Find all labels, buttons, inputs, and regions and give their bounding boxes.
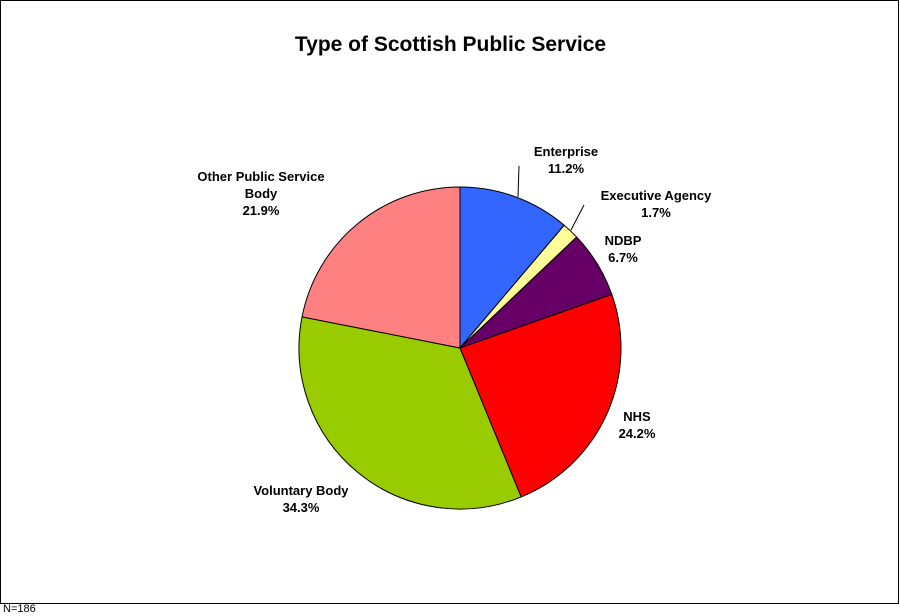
chart-title: Type of Scottish Public Service (294, 33, 607, 56)
pie-slice-voluntary-body (298, 316, 522, 510)
data-label-category: NDBP (605, 233, 642, 248)
data-label-percent: 11.2% (548, 161, 585, 176)
data-label-category: Body (245, 186, 278, 201)
data-label-category: Executive Agency (601, 188, 713, 203)
data-label-percent: 6.7% (608, 250, 638, 265)
data-label-category: Other Public Service (197, 169, 324, 184)
data-label-percent: 24.2% (619, 426, 656, 441)
pie-slice-nhs (459, 293, 622, 498)
data-label-percent: 1.7% (641, 205, 671, 220)
data-label-category: Enterprise (534, 144, 598, 159)
data-label-percent: 34.3% (283, 500, 320, 515)
sample-size-note: N=186 (3, 603, 36, 615)
chart-area: Type of Scottish Public Service Enterpri… (0, 0, 899, 604)
leader-line (570, 204, 585, 231)
data-label-category: NHS (623, 409, 651, 424)
pie-slice-enterprise (459, 186, 565, 350)
data-label-percent: 21.9% (243, 203, 280, 218)
leader-line (517, 165, 520, 198)
pie-slice-other-public-service-body (301, 186, 461, 349)
data-label-category: Voluntary Body (253, 483, 349, 498)
pie-chart: Enterprise 11.2% Executive Agency 1.7% NDBP 6… (197, 144, 713, 515)
